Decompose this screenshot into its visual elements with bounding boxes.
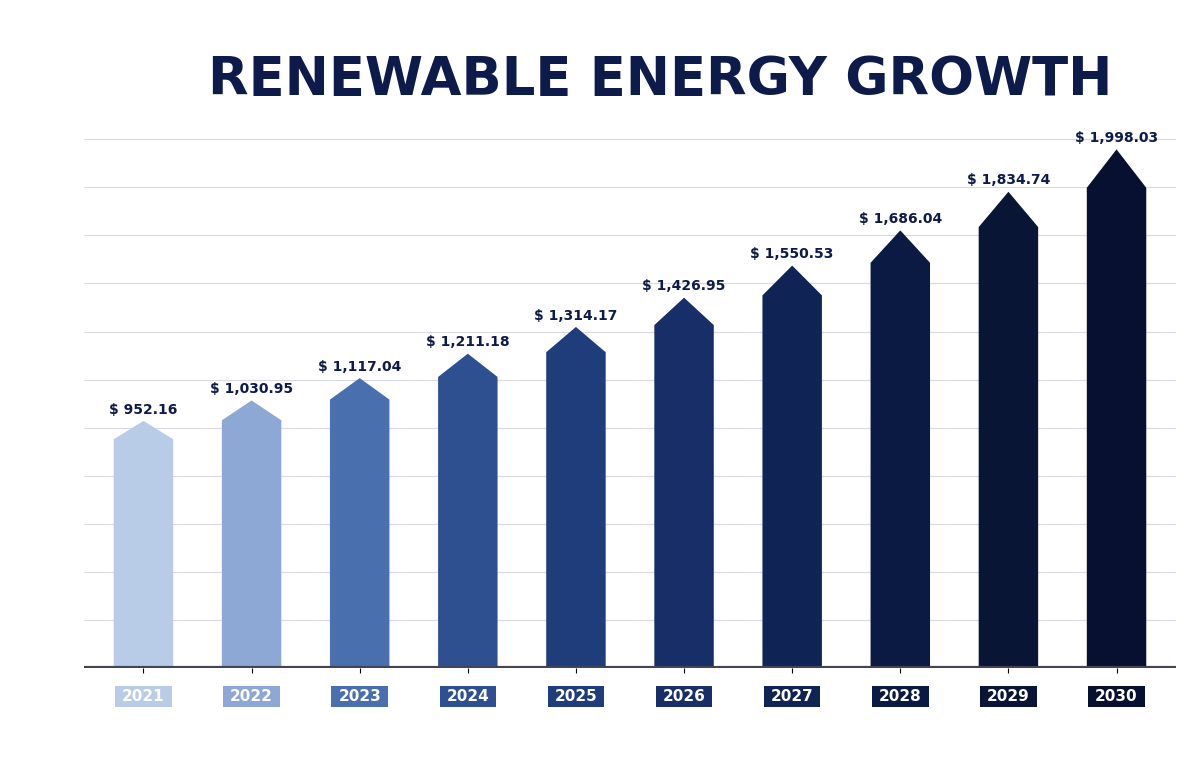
Text: 2029: 2029 — [988, 689, 1030, 704]
Text: $ 1,550.53: $ 1,550.53 — [750, 247, 834, 261]
Text: $ 1,834.74: $ 1,834.74 — [967, 174, 1050, 187]
Text: $ 1,998.03: $ 1,998.03 — [1075, 131, 1158, 145]
Bar — [439, 686, 496, 707]
Text: RENEWABLE ENERGY GROWTH: RENEWABLE ENERGY GROWTH — [208, 54, 1112, 106]
Text: $ 1,314.17: $ 1,314.17 — [534, 309, 618, 323]
Text: 2027: 2027 — [770, 689, 814, 704]
Bar — [1088, 686, 1145, 707]
Text: $ 1,686.04: $ 1,686.04 — [859, 212, 942, 226]
Bar — [872, 686, 929, 707]
Polygon shape — [546, 327, 606, 668]
Bar — [980, 686, 1037, 707]
Bar — [115, 686, 172, 707]
Text: 2028: 2028 — [878, 689, 922, 704]
Polygon shape — [114, 421, 173, 668]
Text: $ 1,426.95: $ 1,426.95 — [642, 280, 726, 293]
Text: 2022: 2022 — [230, 689, 274, 704]
Text: 2025: 2025 — [554, 689, 598, 704]
Polygon shape — [762, 266, 822, 668]
Text: 2024: 2024 — [446, 689, 490, 704]
Polygon shape — [222, 400, 281, 668]
Polygon shape — [438, 354, 498, 668]
Bar — [764, 686, 821, 707]
Text: 2030: 2030 — [1096, 689, 1138, 704]
Text: 2021: 2021 — [122, 689, 164, 704]
Text: $ 952.16: $ 952.16 — [109, 402, 178, 416]
Text: 2023: 2023 — [338, 689, 382, 704]
Text: $ 1,030.95: $ 1,030.95 — [210, 382, 293, 396]
Polygon shape — [870, 230, 930, 668]
Polygon shape — [979, 192, 1038, 668]
Bar — [547, 686, 604, 707]
Bar — [656, 686, 713, 707]
Polygon shape — [330, 378, 390, 668]
Bar — [331, 686, 388, 707]
Text: $ 1,117.04: $ 1,117.04 — [318, 359, 401, 374]
Text: 2026: 2026 — [662, 689, 706, 704]
Text: $ 1,211.18: $ 1,211.18 — [426, 336, 510, 349]
Bar — [223, 686, 280, 707]
Polygon shape — [654, 298, 714, 668]
Polygon shape — [1087, 149, 1146, 668]
